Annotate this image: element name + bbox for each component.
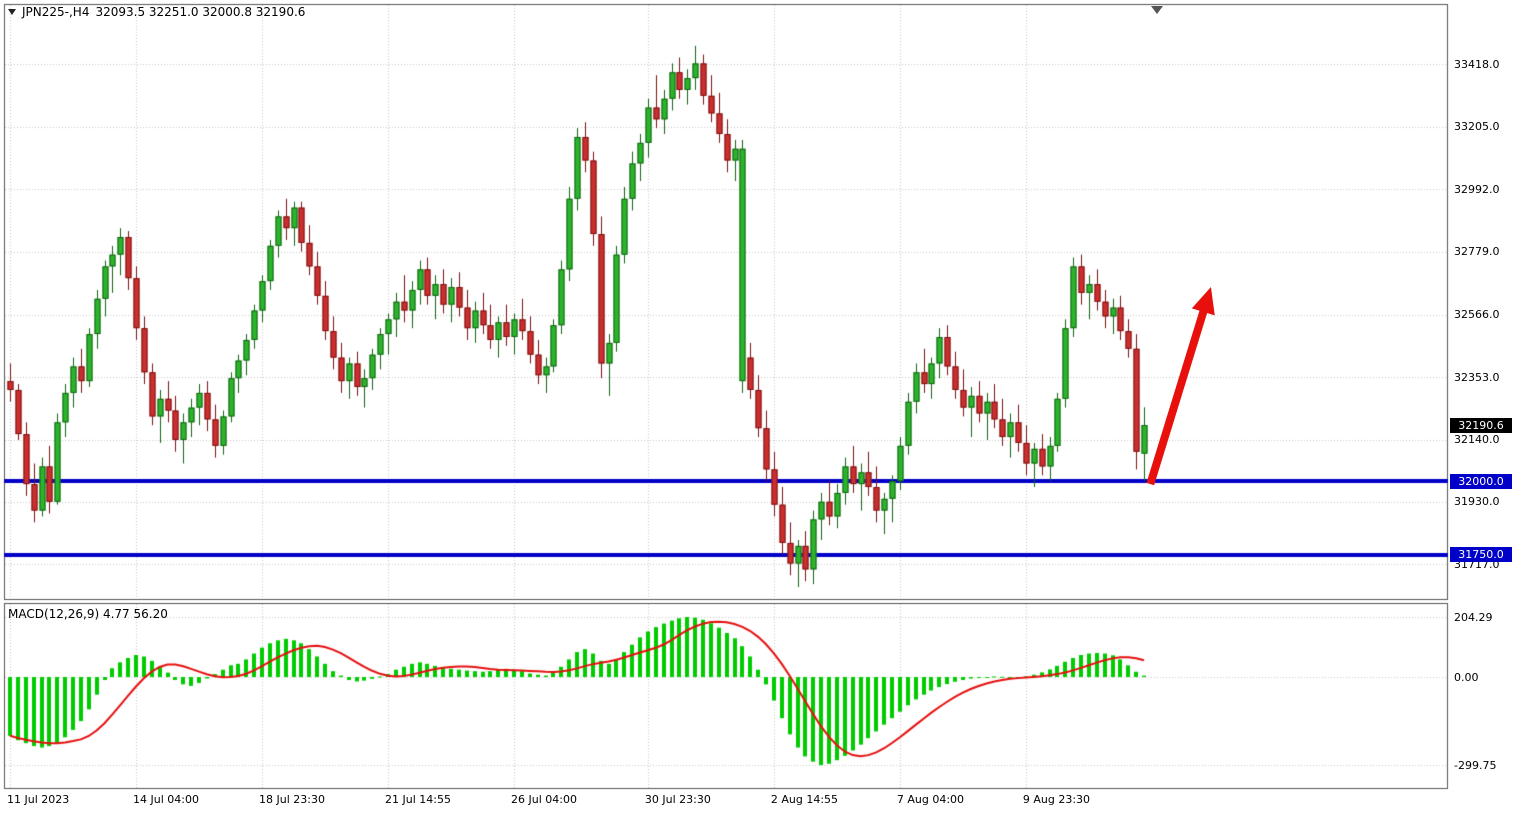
chart-shift-marker-icon[interactable]	[1151, 6, 1163, 14]
ohlc-values-label: 32093.5 32251.0 32000.8 32190.6	[95, 5, 306, 19]
chart-title: JPN225-,H4 32093.5 32251.0 32000.8 32190…	[8, 5, 305, 19]
symbol-timeframe-label: JPN225-,H4	[22, 5, 90, 19]
support-level-badge: 31750.0	[1450, 547, 1512, 563]
support-level-badge: 32000.0	[1450, 473, 1512, 489]
macd-indicator-label: MACD(12,26,9) 4.77 56.20	[8, 607, 168, 621]
symbol-dropdown-icon[interactable]	[8, 9, 16, 15]
current-price-badge: 32190.6	[1450, 417, 1512, 433]
